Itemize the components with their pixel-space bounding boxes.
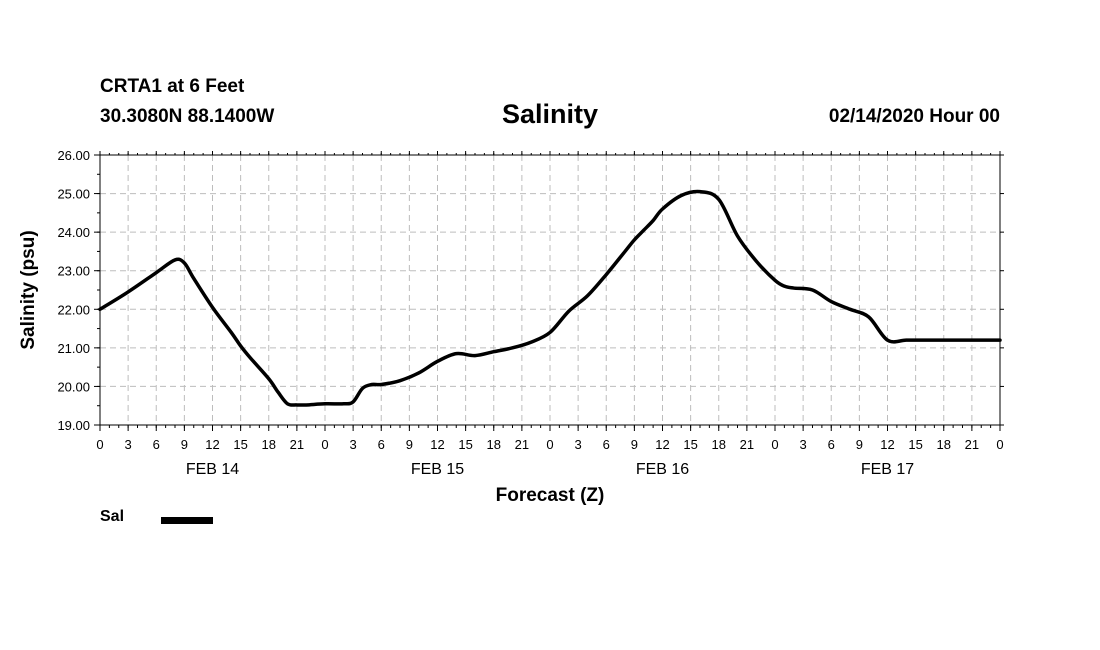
- legend-swatch: [161, 517, 213, 524]
- x-tick-label: 18: [937, 437, 951, 452]
- x-tick-label: 3: [800, 437, 807, 452]
- x-tick-label: 0: [546, 437, 553, 452]
- x-tick-label: 9: [406, 437, 413, 452]
- x-tick-label: 12: [430, 437, 444, 452]
- x-tick-label: 15: [458, 437, 472, 452]
- x-tick-label: 6: [378, 437, 385, 452]
- plot-frame: [99, 154, 1001, 426]
- day-label: FEB 15: [411, 461, 464, 478]
- station-coordinates: 30.3080N 88.1400W: [100, 106, 275, 127]
- x-tick-label: 9: [631, 437, 638, 452]
- x-tick-label: 21: [515, 437, 529, 452]
- y-tick-label: 25.00: [57, 187, 90, 202]
- y-axis-label: Salinity (psu): [18, 230, 39, 349]
- x-tick-label: 9: [856, 437, 863, 452]
- x-tick-label: 12: [880, 437, 894, 452]
- x-tick-label: 21: [965, 437, 979, 452]
- day-label: FEB 17: [861, 461, 914, 478]
- y-tick-label: 24.00: [57, 225, 90, 240]
- x-tick-label: 18: [487, 437, 501, 452]
- y-tick-label: 26.00: [57, 148, 90, 163]
- x-tick-label: 6: [153, 437, 160, 452]
- x-tick-label: 12: [655, 437, 669, 452]
- y-tick-label: 21.00: [57, 341, 90, 356]
- x-tick-label: 12: [205, 437, 219, 452]
- x-tick-label: 0: [771, 437, 778, 452]
- x-tick-label: 3: [575, 437, 582, 452]
- x-tick-label: 21: [740, 437, 754, 452]
- x-tick-label: 18: [712, 437, 726, 452]
- y-tick-label: 20.00: [57, 379, 90, 394]
- x-tick-label: 0: [321, 437, 328, 452]
- x-tick-label: 15: [683, 437, 697, 452]
- forecast-cycle: 02/14/2020 Hour 00: [828, 106, 1000, 127]
- x-tick-label: 18: [262, 437, 276, 452]
- x-tick-label: 0: [996, 437, 1003, 452]
- x-tick-label: 6: [828, 437, 835, 452]
- x-tick-label: 15: [233, 437, 247, 452]
- station-name: CRTA1 at 6 Feet: [100, 76, 245, 97]
- y-tick-label: 23.00: [57, 264, 90, 279]
- x-tick-label: 3: [350, 437, 357, 452]
- day-label: FEB 16: [636, 461, 689, 478]
- x-tick-label: 0: [96, 437, 103, 452]
- y-tick-label: 19.00: [57, 418, 90, 433]
- chart-title: Salinity: [501, 99, 599, 129]
- day-label: FEB 14: [186, 461, 239, 478]
- x-tick-label: 3: [125, 437, 132, 452]
- legend-label: Sal: [100, 508, 125, 525]
- x-tick-label: 21: [290, 437, 304, 452]
- x-tick-label: 6: [603, 437, 610, 452]
- x-tick-label: 9: [181, 437, 188, 452]
- x-axis-label: Forecast (Z): [496, 485, 605, 506]
- series-line-sal: [98, 189, 1002, 407]
- y-tick-label: 22.00: [57, 302, 90, 317]
- x-tick-label: 15: [908, 437, 922, 452]
